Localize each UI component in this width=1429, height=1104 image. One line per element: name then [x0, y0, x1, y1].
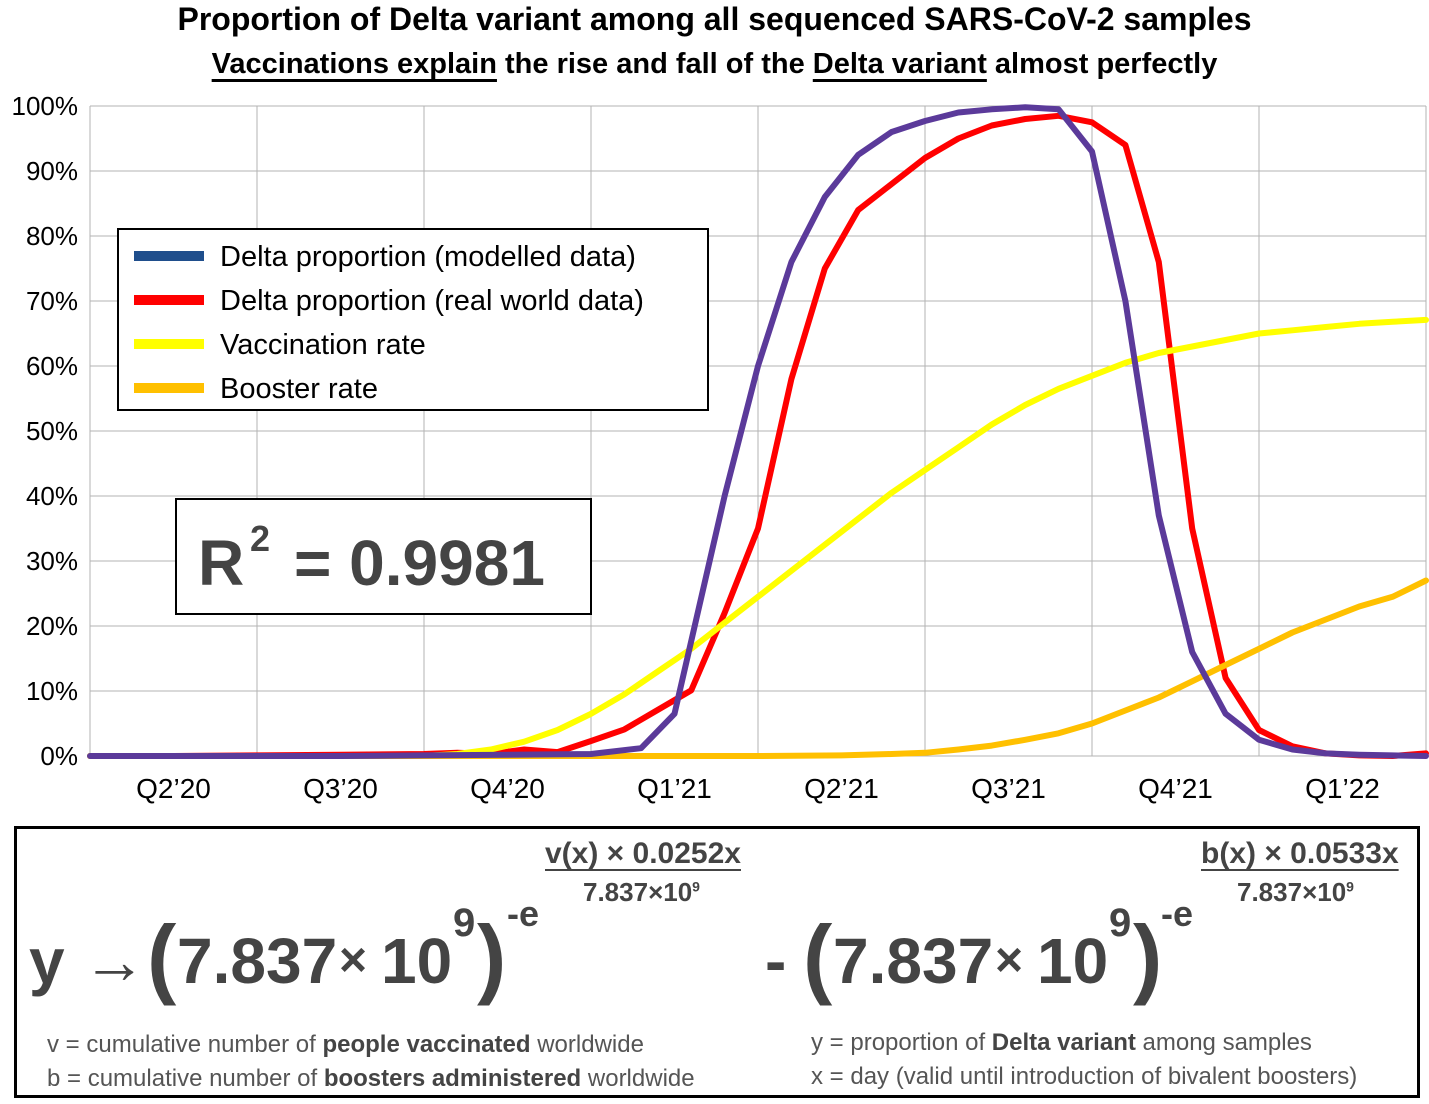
r2-value: = 0.9981 — [294, 527, 545, 599]
series-line-3 — [87, 577, 1429, 759]
r2-label: R — [198, 527, 244, 599]
formula-neg-e-1: -e — [507, 893, 540, 934]
series-line-4 — [87, 104, 1429, 759]
y-tick-label: 80% — [26, 221, 78, 251]
formula-ten-2: 10 — [1037, 925, 1109, 997]
formula-open-paren-2: ( — [803, 907, 833, 1006]
note-x: x = day (valid until introduction of biv… — [811, 1063, 1358, 1090]
legend-label: Booster rate — [220, 373, 378, 405]
y-tick-label: 50% — [26, 416, 78, 446]
formula-exp9-1: 9 — [453, 901, 476, 945]
formula-neg-e-2: -e — [1161, 893, 1194, 934]
y-tick-label: 10% — [26, 676, 78, 706]
formula-exp9-2: 9 — [1109, 901, 1132, 945]
legend-box — [117, 228, 709, 411]
formula-frac2-top: b(x) × 0.0533x — [1201, 837, 1399, 870]
x-tick-label: Q3’20 — [303, 773, 378, 804]
note-b: b = cumulative number of boosters admini… — [47, 1065, 695, 1092]
formula-times-1: × — [339, 934, 368, 987]
r2-box — [175, 498, 592, 615]
page-subtitle: Vaccinations explain the rise and fall o… — [0, 46, 1429, 82]
formula-frac1-top: v(x) × 0.0252x — [545, 837, 741, 870]
formula-box: y → ( 7.837 × 10 9 ) -e v(x) × 0.0252x 7… — [14, 826, 1420, 1098]
subtitle-mid: the rise and fall of the — [496, 48, 813, 80]
x-tick-label: Q1’21 — [637, 773, 712, 804]
subtitle-underlined-1: Vaccinations explain — [211, 48, 497, 80]
y-tick-label: 60% — [26, 351, 78, 381]
r2-superscript: 2 — [250, 518, 270, 559]
formula-close-paren-1: ) — [477, 907, 507, 1006]
page-title: Proportion of Delta variant among all se… — [177, 1, 1252, 37]
y-tick-label: 40% — [26, 481, 78, 511]
y-tick-label: 0% — [40, 741, 78, 771]
x-tick-label: Q3’21 — [971, 773, 1046, 804]
note-y: y = proportion of Delta variant among sa… — [811, 1029, 1312, 1056]
formula-base-1: 7.837 — [177, 925, 338, 997]
formula-frac1-bottom: 7.837×109 — [583, 877, 700, 907]
y-tick-label: 70% — [26, 286, 78, 316]
formula-minus: - — [765, 925, 787, 997]
formula-close-paren-2: ) — [1133, 907, 1163, 1006]
note-v: v = cumulative number of people vaccinat… — [47, 1031, 644, 1058]
y-tick-label: 90% — [26, 156, 78, 186]
x-tick-label: Q2’21 — [804, 773, 879, 804]
subtitle-end: almost perfectly — [986, 48, 1218, 80]
x-tick-label: Q2’20 — [136, 773, 211, 804]
x-tick-label: Q4’21 — [1138, 773, 1213, 804]
formula-ten-1: 10 — [381, 925, 453, 997]
y-tick-label: 100% — [12, 91, 79, 121]
x-tick-label: Q1’22 — [1305, 773, 1380, 804]
formula-y-arrow: y → — [29, 925, 147, 997]
series-line-2 — [87, 316, 1429, 759]
formula-open-paren-1: ( — [147, 907, 177, 1006]
legend-label: Delta proportion (real world data) — [220, 285, 644, 317]
x-tick-label: Q4’20 — [470, 773, 545, 804]
formula-frac2-bottom: 7.837×109 — [1237, 877, 1354, 907]
y-tick-label: 30% — [26, 546, 78, 576]
legend-label: Delta proportion (modelled data) — [220, 241, 636, 273]
y-tick-label: 20% — [26, 611, 78, 641]
formula-base-2: 7.837 — [833, 925, 994, 997]
formula-times-2: × — [995, 934, 1024, 987]
subtitle-underlined-2: Delta variant — [812, 48, 987, 80]
delta-proportion-chart: 0% 10% 20% 30% 40% 50% 60% 70% 80% 90% 100% Q2’20 Q3… — [12, 91, 1429, 804]
legend-label: Vaccination rate — [220, 329, 426, 361]
